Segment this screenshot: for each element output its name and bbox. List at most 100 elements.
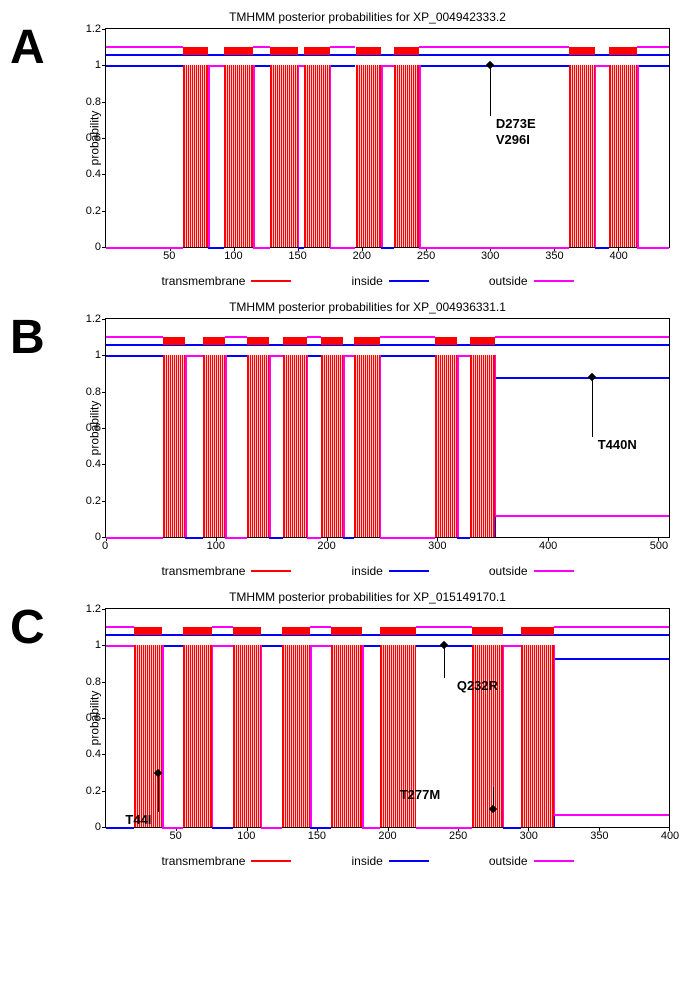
y-tick-label: 0.2 — [86, 785, 101, 797]
outside-header-seg — [416, 626, 472, 628]
x-tick-label: 350 — [545, 250, 563, 262]
tm-region — [569, 65, 595, 247]
x-tick-label: 500 — [650, 540, 668, 552]
x-tick-label: 350 — [590, 830, 608, 842]
outside-line-v — [554, 645, 556, 814]
outside-header-seg — [637, 46, 669, 48]
legend-item: inside — [351, 564, 428, 578]
outside-line-v — [362, 645, 364, 827]
tm-header-block — [183, 47, 209, 55]
tm-region — [304, 65, 330, 247]
legend: transmembraneinsideoutside — [55, 274, 680, 288]
outside-line — [185, 355, 203, 357]
x-tick-label: 300 — [428, 540, 446, 552]
outside-header-seg — [225, 336, 247, 338]
y-tick-mark — [102, 501, 106, 502]
chart-wrap: TMHMM posterior probabilities for XP_004… — [55, 300, 680, 578]
outside-line — [310, 645, 331, 647]
tm-header-block — [609, 47, 637, 55]
outside-line-v — [637, 65, 639, 247]
x-tick-labels: 50100150200250300350400 — [105, 248, 670, 268]
legend-swatch — [251, 860, 291, 862]
y-tick-mark — [102, 29, 106, 30]
tm-header-block — [283, 337, 307, 345]
legend-item: transmembrane — [161, 854, 291, 868]
inside-line — [380, 355, 435, 357]
outside-line-v — [381, 65, 383, 247]
panel-c: CTMHMM posterior probabilities for XP_01… — [5, 590, 680, 868]
outside-line-v — [307, 355, 309, 537]
outside-line-v — [261, 645, 263, 827]
y-tick-mark — [102, 718, 106, 719]
outside-line — [503, 645, 521, 647]
inside-line — [637, 65, 669, 67]
y-tick-label: 0.8 — [86, 96, 101, 108]
tm-region — [356, 65, 382, 247]
x-tick-label: 200 — [317, 540, 335, 552]
legend-swatch — [389, 570, 429, 572]
x-tick-label: 50 — [163, 250, 175, 262]
panel-a: ATMHMM posterior probabilities for XP_00… — [5, 10, 680, 288]
chart-wrap: TMHMM posterior probabilities for XP_015… — [55, 590, 680, 868]
legend-swatch — [534, 860, 574, 862]
x-tick-label: 400 — [609, 250, 627, 262]
inside-line — [106, 65, 183, 67]
panel-b: BTMHMM posterior probabilities for XP_00… — [5, 300, 680, 578]
outside-header-seg — [310, 626, 331, 628]
x-tick-label: 100 — [207, 540, 225, 552]
tm-region — [470, 355, 494, 537]
outside-header-seg — [106, 46, 183, 48]
tm-header-block — [569, 47, 595, 55]
chart-title: TMHMM posterior probabilities for XP_004… — [55, 300, 680, 314]
tm-region — [163, 355, 185, 537]
inside-line — [253, 65, 270, 67]
x-tick-labels: 50100150200250300350400 — [105, 828, 670, 848]
legend: transmembraneinsideoutside — [55, 854, 680, 868]
x-tick-label: 300 — [520, 830, 538, 842]
legend-label: outside — [489, 274, 528, 288]
tm-header-block — [233, 627, 261, 635]
x-tick-label: 250 — [417, 250, 435, 262]
outside-header-seg — [106, 626, 134, 628]
tm-header-block — [394, 47, 420, 55]
y-tick-label: 0.4 — [86, 168, 101, 180]
legend-label: outside — [489, 564, 528, 578]
y-tick-mark — [102, 609, 106, 610]
tm-header-block — [521, 627, 553, 635]
tm-header-block — [470, 337, 494, 345]
tm-region — [472, 645, 503, 827]
annotation-label: Q232R — [457, 678, 498, 693]
annotation-label: T440N — [598, 437, 637, 452]
outside-line-v — [269, 355, 271, 537]
inside-line — [554, 658, 669, 660]
annotation-label: T44I — [125, 812, 151, 827]
legend-swatch — [389, 860, 429, 862]
y-tick-label: 0.6 — [86, 132, 101, 144]
x-tick-label: 100 — [237, 830, 255, 842]
outside-header-seg — [253, 46, 270, 48]
legend-item: inside — [351, 854, 428, 868]
tm-header-block — [183, 627, 211, 635]
y-tick-label: 1 — [95, 59, 101, 71]
chart-wrap: TMHMM posterior probabilities for XP_004… — [55, 10, 680, 288]
annotation-leader — [592, 377, 593, 437]
outside-header-seg — [554, 626, 669, 628]
y-tick-label: 0.8 — [86, 386, 101, 398]
legend: transmembraneinsideoutside — [55, 564, 680, 578]
tm-region — [233, 645, 261, 827]
x-tick-label: 100 — [224, 250, 242, 262]
y-tick-label: 0.6 — [86, 422, 101, 434]
tm-header-block — [224, 47, 253, 55]
legend-label: inside — [351, 854, 382, 868]
outside-line-v — [225, 355, 227, 537]
y-tick-labels: 00.20.40.60.811.2 — [71, 29, 101, 247]
outside-line-v — [343, 355, 345, 537]
y-tick-label: 0 — [95, 821, 101, 833]
legend-swatch — [389, 280, 429, 282]
tm-header-block — [203, 337, 225, 345]
tm-region — [331, 645, 362, 827]
annotation-leader — [490, 65, 491, 116]
x-tick-label: 50 — [170, 830, 182, 842]
tm-header-block — [321, 337, 343, 345]
y-tick-mark — [102, 174, 106, 175]
